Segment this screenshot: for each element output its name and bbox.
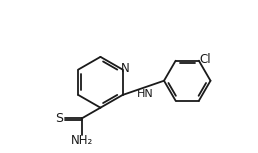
Text: N: N	[121, 62, 130, 75]
Text: NH₂: NH₂	[70, 134, 93, 147]
Text: Cl: Cl	[199, 53, 211, 66]
Text: HN: HN	[136, 89, 153, 99]
Text: S: S	[55, 112, 63, 125]
